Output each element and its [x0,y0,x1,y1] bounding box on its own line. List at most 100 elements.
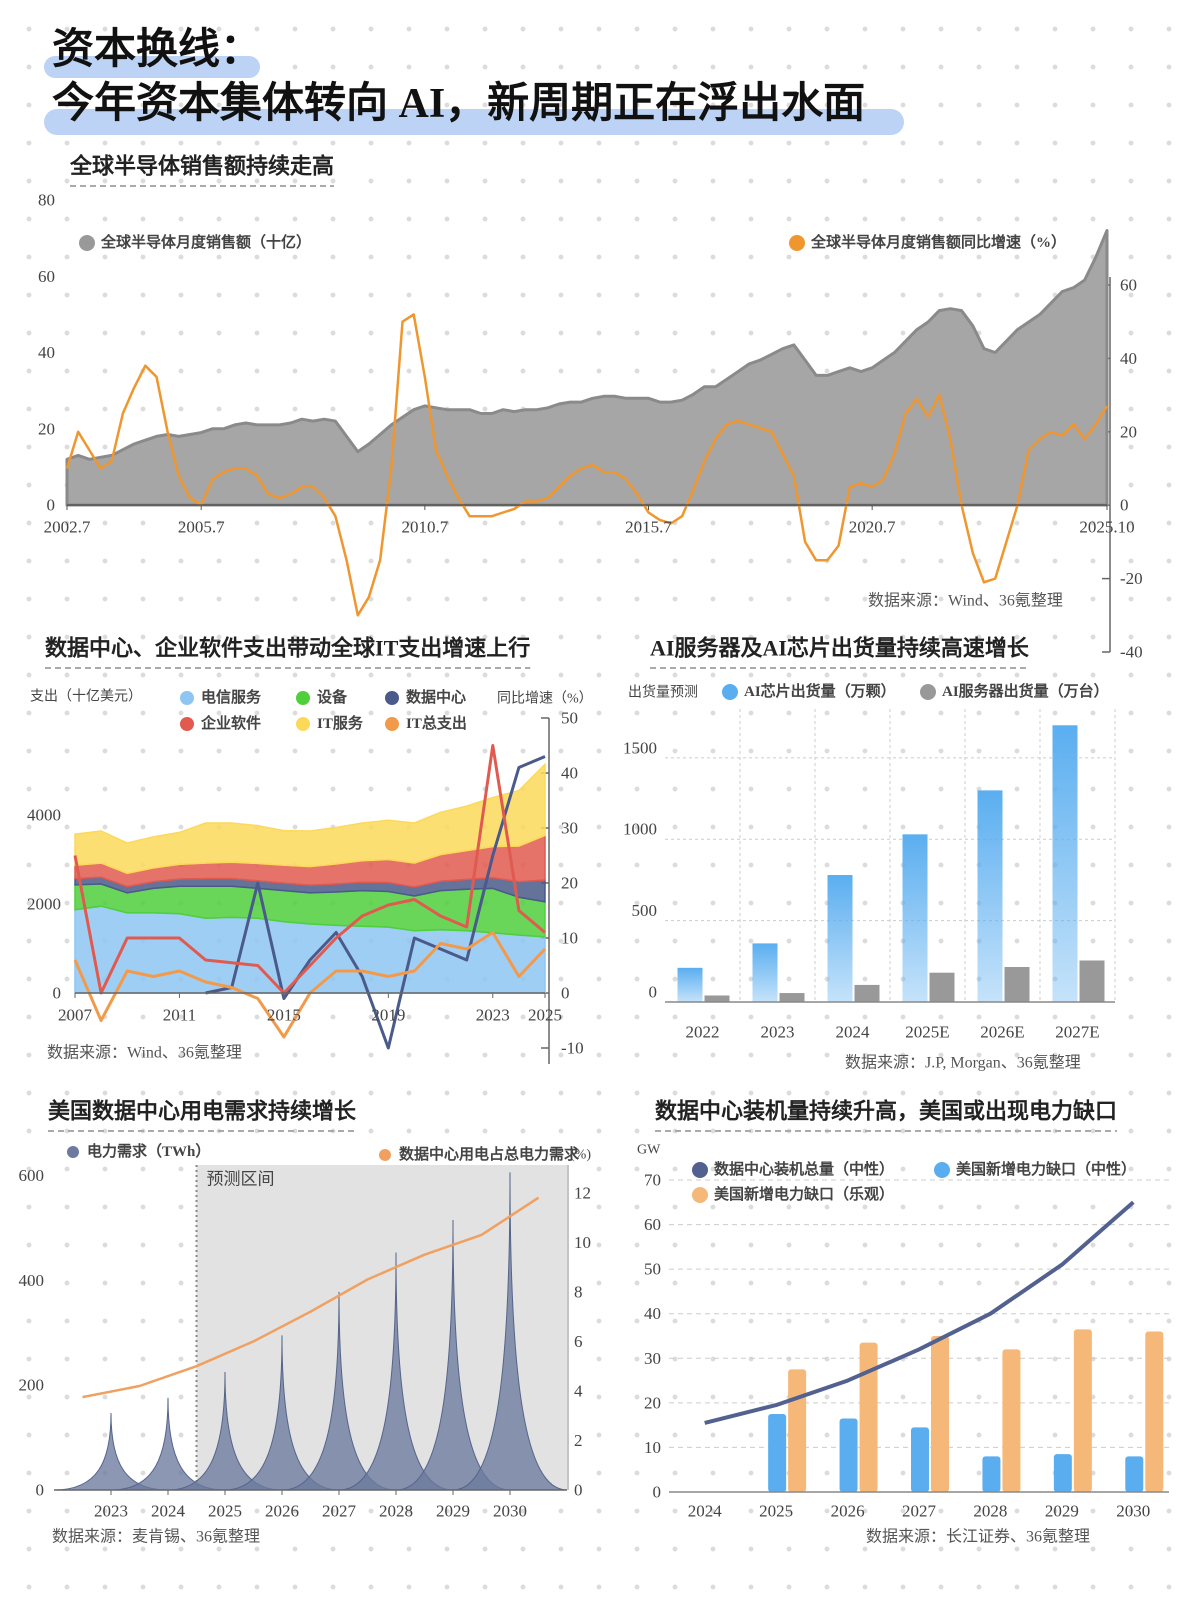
bar [1002,1349,1021,1492]
x-tick-label: 2028 [379,1502,413,1521]
x-tick-label: 2025.10 [1079,518,1134,537]
y-tick-label: 40 [644,1304,661,1323]
legend-label: 数据中心装机总量（中性） [714,1160,894,1178]
legend-label: 全球半导体月度销售额同比增速（%） [810,233,1066,251]
y-tick-label: 600 [19,1166,45,1185]
y-tick-label: 10 [561,929,578,948]
y-tick-label: 0 [47,496,56,515]
growth-line [73,744,546,995]
x-tick-label: 2030 [1116,1502,1150,1521]
bar [902,834,928,1002]
bar [827,875,853,1002]
y-tick-label: -10 [561,1039,584,1058]
legend-marker [692,1162,708,1178]
x-tick-label: 2025E [905,1023,949,1042]
x-tick-label: 2022 [686,1023,720,1042]
x-tick-label: 2030 [493,1502,527,1521]
demand-spike [452,1172,568,1491]
legend-marker [296,717,310,731]
y-tick-label: 40 [561,764,578,783]
y-tick-label: 0 [561,984,570,1003]
y-tick-label: 50 [644,1260,661,1279]
y-tick-label: 1000 [623,820,657,839]
chart-title: 数据中心装机量持续升高，美国或出现电力缺口 [655,1099,1117,1124]
y-tick-label: 2 [574,1431,583,1450]
y-tick-label: 60 [38,267,55,286]
x-tick-label: 2007 [58,1006,93,1025]
y-tick-label: 80 [38,191,55,210]
x-tick-label: 2025 [528,1006,562,1025]
y-tick-label: 20 [38,419,55,438]
x-tick-label: 2002.7 [44,518,91,537]
bar [768,1414,787,1492]
y-tick-label: 70 [644,1171,661,1190]
bar [779,993,805,1002]
bar [931,1336,949,1492]
x-tick-label: 2029 [436,1502,470,1521]
legend-label: AI服务器出货量（万台） [942,682,1109,700]
bar [911,1427,929,1492]
page-title: 资本换线： [52,26,262,73]
x-tick-label: 2024 [836,1023,871,1042]
stacked-area [74,762,546,875]
legend-label: 数据中心 [406,688,466,706]
y-tick-label: 12 [574,1183,591,1202]
legend-marker [789,235,805,251]
y2-axis-label: 同比增速（%） [497,691,593,707]
share-line [82,1196,540,1399]
sales-area [65,229,1109,507]
source-note: 数据来源：Wind、36氪整理 [47,1044,242,1062]
y-tick-label: 8 [574,1282,583,1301]
chart-title: 全球半导体销售额持续走高 [69,154,334,179]
legend-marker [79,235,95,251]
legend-label: 美国新增电力缺口（中性） [956,1160,1136,1178]
source-note: 数据来源：Wind、36氪整理 [868,592,1063,610]
x-tick-label: 2028 [973,1502,1007,1521]
y-tick-label: 20 [644,1393,661,1412]
x-tick-label: 2025 [759,1502,793,1521]
y-tick-label: 60 [1120,276,1137,295]
x-tick-label: 2015 [267,1006,301,1025]
bar [1053,1454,1072,1492]
x-tick-label: 2026 [831,1502,865,1521]
legend-marker [67,1146,79,1158]
y-tick-label: 20 [561,874,578,893]
y-tick-label: 40 [1120,349,1137,368]
page-title: 今年资本集体转向 AI，新周期正在浮出水面 [52,80,865,127]
y-tick-label: 30 [644,1349,661,1368]
x-tick-label: 2026 [265,1502,299,1521]
y-tick-label: 6 [574,1332,583,1351]
x-tick-label: 2005.7 [178,518,225,537]
y-tick-label: 30 [561,819,578,838]
legend-label: 电信服务 [201,688,262,706]
y-tick-label: 0 [53,984,62,1003]
y-tick-label: 20 [1120,422,1137,441]
y2-axis-label: (%) [570,1148,591,1163]
x-tick-label: 2027 [902,1502,937,1521]
x-tick-label: 2027E [1055,1023,1099,1042]
bar [929,972,955,1002]
y-tick-label: 0 [574,1481,583,1500]
forecast-label: 预测区间 [207,1170,275,1189]
y-tick-label: 4 [574,1381,583,1400]
y-tick-label: 40 [38,343,55,362]
legend-label: 数据中心用电占总电力需求 [399,1145,580,1163]
y-tick-label: -20 [1120,569,1143,588]
legend-label: 全球半导体月度销售额（十亿） [100,233,311,251]
legend-marker [180,717,194,731]
legend-label: 企业软件 [200,714,261,732]
bar [1125,1456,1144,1492]
capacity-line [704,1200,1135,1425]
bar [854,984,880,1002]
chart-title: 数据中心、企业软件支出带动全球IT支出增速上行 [45,636,530,661]
x-tick-label: 2029 [1045,1502,1079,1521]
bar [1052,725,1078,1002]
legend-label: 美国新增电力缺口（乐观） [714,1185,894,1203]
x-tick-label: 2020.7 [849,518,896,537]
legend-marker [692,1187,708,1203]
bar [1004,967,1030,1002]
legend-marker [920,684,936,700]
legend-label: IT服务 [317,714,364,732]
